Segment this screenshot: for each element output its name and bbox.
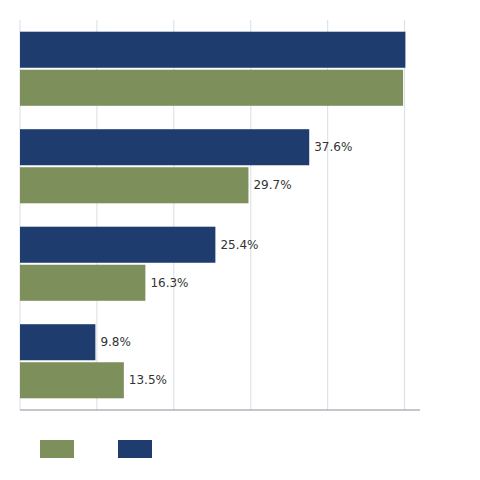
bar (20, 70, 403, 106)
bar (20, 265, 145, 301)
bar (20, 324, 95, 360)
data-labels: 37.6% 29.7% 25.4% 16.3% 9.8% 13.5% (100, 140, 352, 387)
bar (20, 32, 405, 68)
grid-line (404, 20, 405, 410)
chart-svg: 37.6% 29.7% 25.4% 16.3% 9.8% 13.5% (0, 0, 480, 480)
bars (20, 32, 405, 399)
grid (20, 20, 405, 410)
data-label: 9.8% (100, 335, 131, 349)
bar (20, 129, 309, 165)
data-label: 16.3% (150, 276, 188, 290)
legend-swatch (40, 440, 74, 458)
bar (20, 167, 248, 203)
data-label: 37.6% (314, 140, 352, 154)
bar (20, 362, 124, 398)
data-label: 13.5% (129, 373, 167, 387)
data-label: 29.7% (253, 178, 291, 192)
legend-swatch (118, 440, 152, 458)
data-label: 25.4% (220, 238, 258, 252)
x-axis-line (20, 410, 420, 411)
bar (20, 227, 215, 263)
legend (40, 440, 152, 458)
chart-container: 37.6% 29.7% 25.4% 16.3% 9.8% 13.5% (0, 0, 480, 480)
